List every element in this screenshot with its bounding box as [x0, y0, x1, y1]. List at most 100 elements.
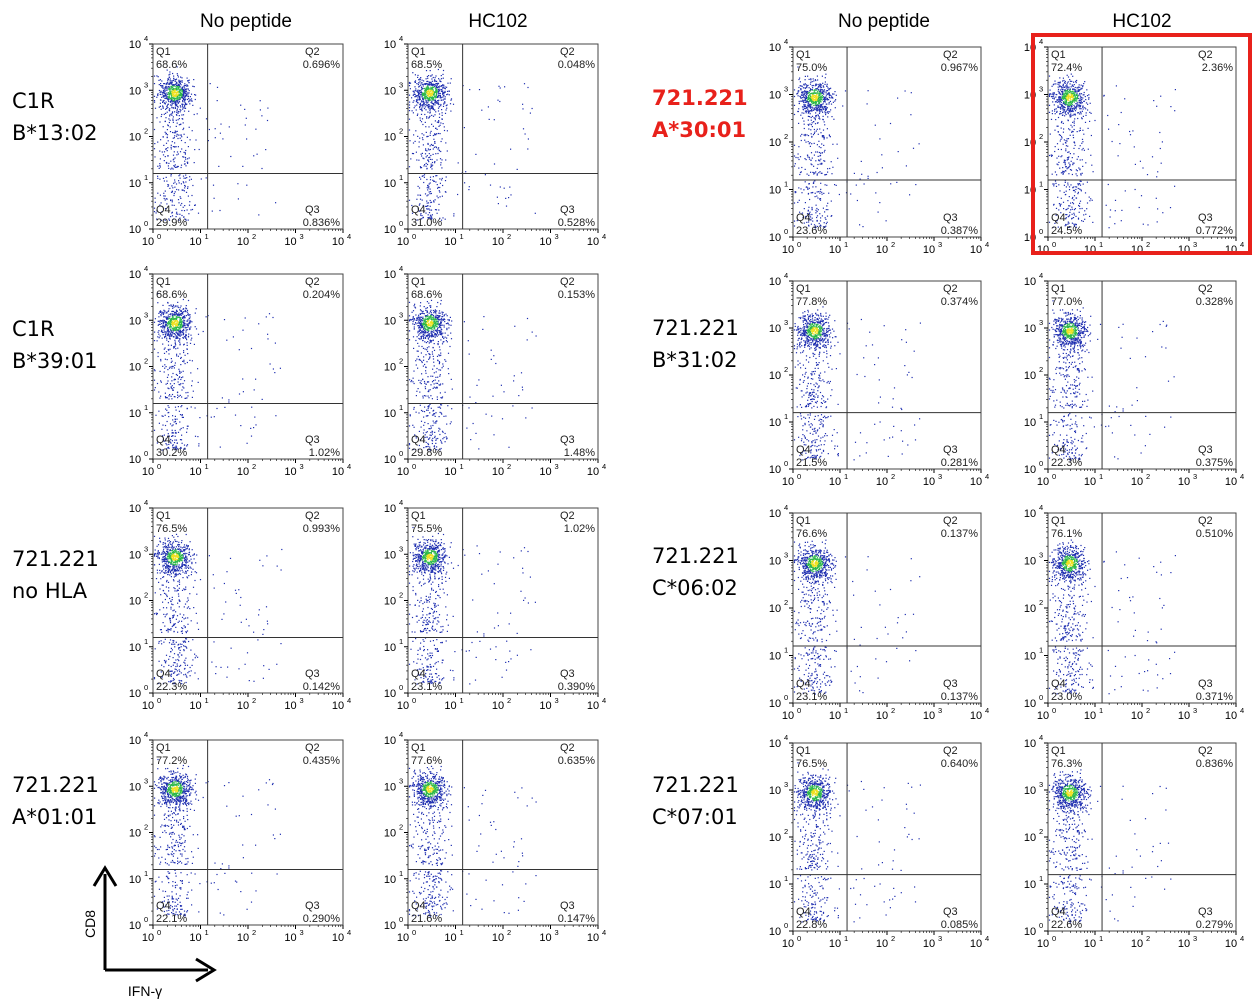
- event-dot: [428, 212, 431, 214]
- event-dot: [174, 111, 176, 113]
- event-dot: [1069, 214, 1071, 216]
- event-dot: [427, 189, 429, 191]
- event-dot: [430, 201, 432, 204]
- event-dot: [171, 93, 173, 96]
- event-dot: [799, 77, 801, 79]
- event-dot: [417, 135, 419, 137]
- event-dot: [190, 406, 192, 408]
- event-dot: [820, 88, 822, 90]
- event-dot: [448, 90, 450, 92]
- event-dot: [171, 103, 173, 105]
- event-dot: [250, 427, 252, 429]
- event-dot: [183, 361, 185, 363]
- event-dot: [168, 118, 170, 120]
- event-dot: [172, 100, 174, 102]
- y-tick-label: 10: [769, 232, 781, 244]
- event-dot: [421, 118, 424, 120]
- event-dot: [1070, 169, 1073, 171]
- event-dot: [166, 180, 168, 182]
- event-dot: [167, 322, 169, 324]
- event-dot: [173, 383, 175, 385]
- event-dot: [1059, 107, 1061, 109]
- event-dot: [267, 333, 269, 335]
- event-dot: [177, 332, 180, 334]
- event-dot: [245, 117, 247, 119]
- event-dot: [420, 121, 423, 123]
- event-dot: [170, 313, 172, 315]
- event-dot: [850, 193, 852, 195]
- event-dot: [832, 101, 834, 103]
- event-dot: [1071, 197, 1073, 200]
- event-dot: [161, 320, 163, 322]
- event-dot: [420, 213, 422, 215]
- event-dot: [1085, 108, 1087, 110]
- event-dot: [432, 91, 434, 93]
- event-dot: [1055, 108, 1057, 110]
- event-dot: [813, 128, 815, 131]
- event-dot: [1063, 161, 1065, 163]
- event-dot: [189, 96, 191, 98]
- event-dot: [429, 84, 431, 86]
- event-dot: [174, 311, 176, 313]
- event-dot: [429, 109, 431, 111]
- event-dot: [174, 191, 176, 193]
- event-dot: [183, 216, 185, 218]
- event-dots: [793, 66, 920, 229]
- event-dot: [807, 156, 809, 158]
- event-dot: [161, 85, 163, 87]
- event-dot: [1081, 207, 1083, 210]
- event-dot: [426, 187, 428, 189]
- event-dot: [1073, 147, 1075, 149]
- event-dot: [420, 100, 422, 102]
- event-dot: [190, 334, 192, 336]
- event-dot: [184, 354, 186, 356]
- event-dot: [428, 93, 430, 95]
- event-dot: [426, 208, 428, 210]
- event-dot: [187, 313, 189, 315]
- event-dot: [163, 197, 165, 200]
- event-dot: [181, 414, 183, 417]
- event-dot: [820, 152, 822, 154]
- event-dot: [1075, 188, 1077, 191]
- event-dot: [815, 103, 817, 105]
- event-dot: [1049, 154, 1051, 157]
- event-dot: [1064, 89, 1066, 91]
- event-dot: [430, 92, 433, 94]
- event-dot: [192, 390, 194, 392]
- x-tick-label: 10: [444, 236, 456, 248]
- y-tick-exponent: 4: [784, 37, 788, 46]
- event-dot: [161, 311, 163, 313]
- x-tick-label: 10: [587, 236, 599, 248]
- event-dot: [1067, 221, 1069, 223]
- event-dot: [1092, 221, 1094, 223]
- x-tick-exponent: 1: [460, 232, 464, 241]
- event-dot: [191, 130, 193, 132]
- event-dot: [183, 319, 185, 321]
- event-dot: [171, 185, 173, 187]
- event-dot: [1048, 111, 1051, 113]
- event-dot: [426, 102, 428, 104]
- event-dot: [174, 142, 176, 144]
- event-dot: [430, 101, 432, 104]
- event-dot: [164, 120, 166, 123]
- event-dot: [808, 174, 810, 176]
- event-dot: [1061, 99, 1063, 101]
- event-dot: [175, 373, 177, 376]
- event-dot: [172, 137, 174, 139]
- event-dot: [427, 194, 429, 196]
- event-dot: [425, 165, 427, 167]
- event-dot: [1078, 113, 1081, 115]
- event-dot: [172, 92, 174, 94]
- event-dot: [805, 186, 807, 188]
- event-dot: [825, 209, 827, 211]
- event-dot: [430, 107, 432, 109]
- event-dot: [188, 82, 190, 84]
- event-dot: [420, 218, 423, 220]
- event-dot: [1157, 171, 1159, 173]
- event-dot: [162, 126, 164, 128]
- event-dot: [412, 90, 414, 92]
- event-dot: [426, 89, 428, 91]
- event-dot: [806, 221, 808, 223]
- event-dot: [808, 206, 810, 208]
